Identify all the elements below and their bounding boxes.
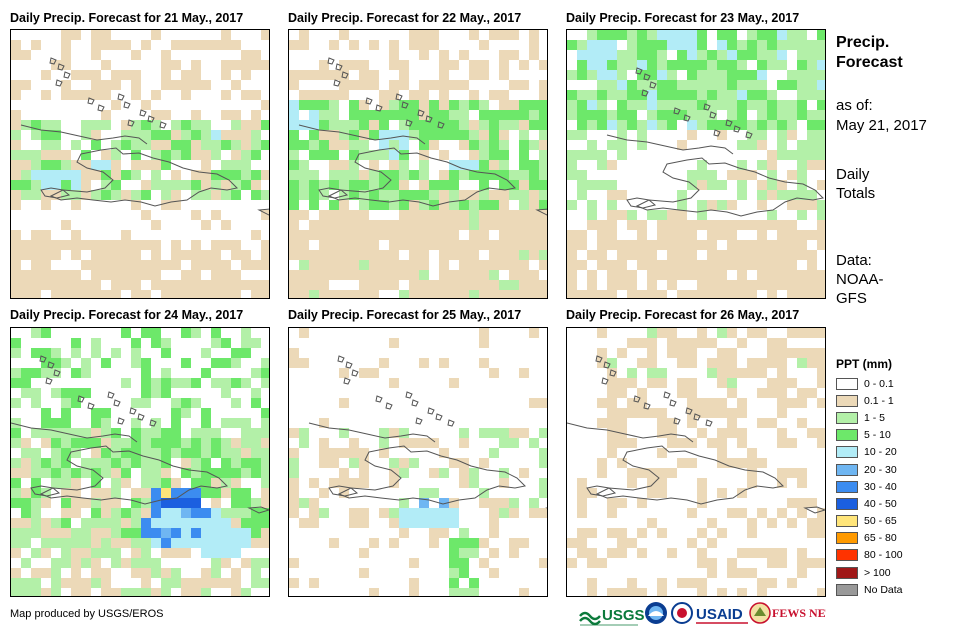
usaid-logo-text: USAID [696,606,743,623]
sidebar-asof-label: as of: [836,97,873,114]
legend-swatch [836,429,858,442]
map-panel-day22 [288,29,548,299]
legend-label: 0 - 0.1 [864,377,894,390]
legend-item: > 100 [836,564,903,581]
sidebar-data-line3: GFS [836,290,867,307]
legend-label: No Data [864,583,903,596]
map-panel-day21 [10,29,270,299]
legend-label: 30 - 40 [864,480,897,493]
fewsnet-logo: FEWS NET [749,602,826,624]
legend-item: 0 - 0.1 [836,375,903,392]
legend-label: 65 - 80 [864,532,897,545]
legend-item: 20 - 30 [836,461,903,478]
panel-title-4: Daily Precip. Forecast for 24 May., 2017 [10,308,244,322]
legend-swatch [836,377,858,390]
legend-item: 10 - 20 [836,444,903,461]
legend-item: 1 - 5 [836,409,903,426]
panel-title-3: Daily Precip. Forecast for 23 May., 2017 [566,11,800,25]
map-panel-day23 [566,29,826,299]
legend-item: 30 - 40 [836,478,903,495]
legend-item: 50 - 65 [836,513,903,530]
legend-item: 40 - 50 [836,495,903,512]
noaa-logo [645,602,667,624]
panel-title-5: Daily Precip. Forecast for 25 May., 2017 [288,308,522,322]
sidebar-totals-line1: Daily [836,166,870,183]
usgs-logo: USGS [579,607,645,626]
legend-label: 50 - 65 [864,515,897,528]
map-panel-day26 [566,327,826,597]
legend-item: 80 - 100 [836,547,903,564]
sidebar-data-line2: NOAA- [836,271,884,288]
legend-swatch [836,515,858,528]
sidebar-totals-line2: Totals [836,185,876,202]
dhhs-logo [671,602,693,624]
legend-item: 0.1 - 1 [836,392,903,409]
legend-swatch [836,463,858,476]
legend-swatch [836,446,858,459]
legend-label: 20 - 30 [864,463,897,476]
legend-swatch [836,411,858,424]
legend-swatch [836,549,858,562]
sidebar-title-line1: Precip. [836,34,890,51]
legend-swatch [836,566,858,579]
panel-title-1: Daily Precip. Forecast for 21 May., 2017 [10,11,244,25]
legend: PPT (mm) 0 - 0.1 0.1 - 1 1 - 5 5 - 10 10 - 2… [836,357,903,598]
legend-swatch [836,532,858,545]
legend-title: PPT (mm) [836,357,893,371]
map-panel-day25 [288,327,548,597]
legend-swatch [836,497,858,510]
legend-label: 1 - 5 [864,411,886,424]
sidebar-asof-date: May 21, 2017 [836,117,927,134]
usgs-logo-text: USGS [602,607,645,624]
panel-title-2: Daily Precip. Forecast for 22 May., 2017 [288,11,522,25]
legend-item: 5 - 10 [836,427,903,444]
logo-strip: USGS USAID FEWS NET [578,598,826,628]
fewsnet-logo-text: FEWS NET [772,606,826,620]
agency-logos: USGS USAID FEWS NET [579,602,826,626]
sidebar-title-line2: Forecast [836,54,903,71]
map-panel-day24 [10,327,270,597]
panel-title-6: Daily Precip. Forecast for 26 May., 2017 [566,308,800,322]
legend-label: 40 - 50 [864,497,897,510]
legend-swatch [836,394,858,407]
legend-item: No Data [836,581,903,598]
legend-item: 65 - 80 [836,530,903,547]
sidebar-data-line1: Data: [836,252,872,269]
legend-swatch [836,480,858,493]
legend-label: 10 - 20 [864,446,897,459]
legend-label: 5 - 10 [864,429,891,442]
legend-label: 0.1 - 1 [864,394,894,407]
legend-swatch [836,583,858,596]
usaid-logo: USAID [696,606,748,624]
legend-label: 80 - 100 [864,549,903,562]
legend-label: > 100 [864,566,891,579]
credit-text: Map produced by USGS/EROS [10,608,164,620]
